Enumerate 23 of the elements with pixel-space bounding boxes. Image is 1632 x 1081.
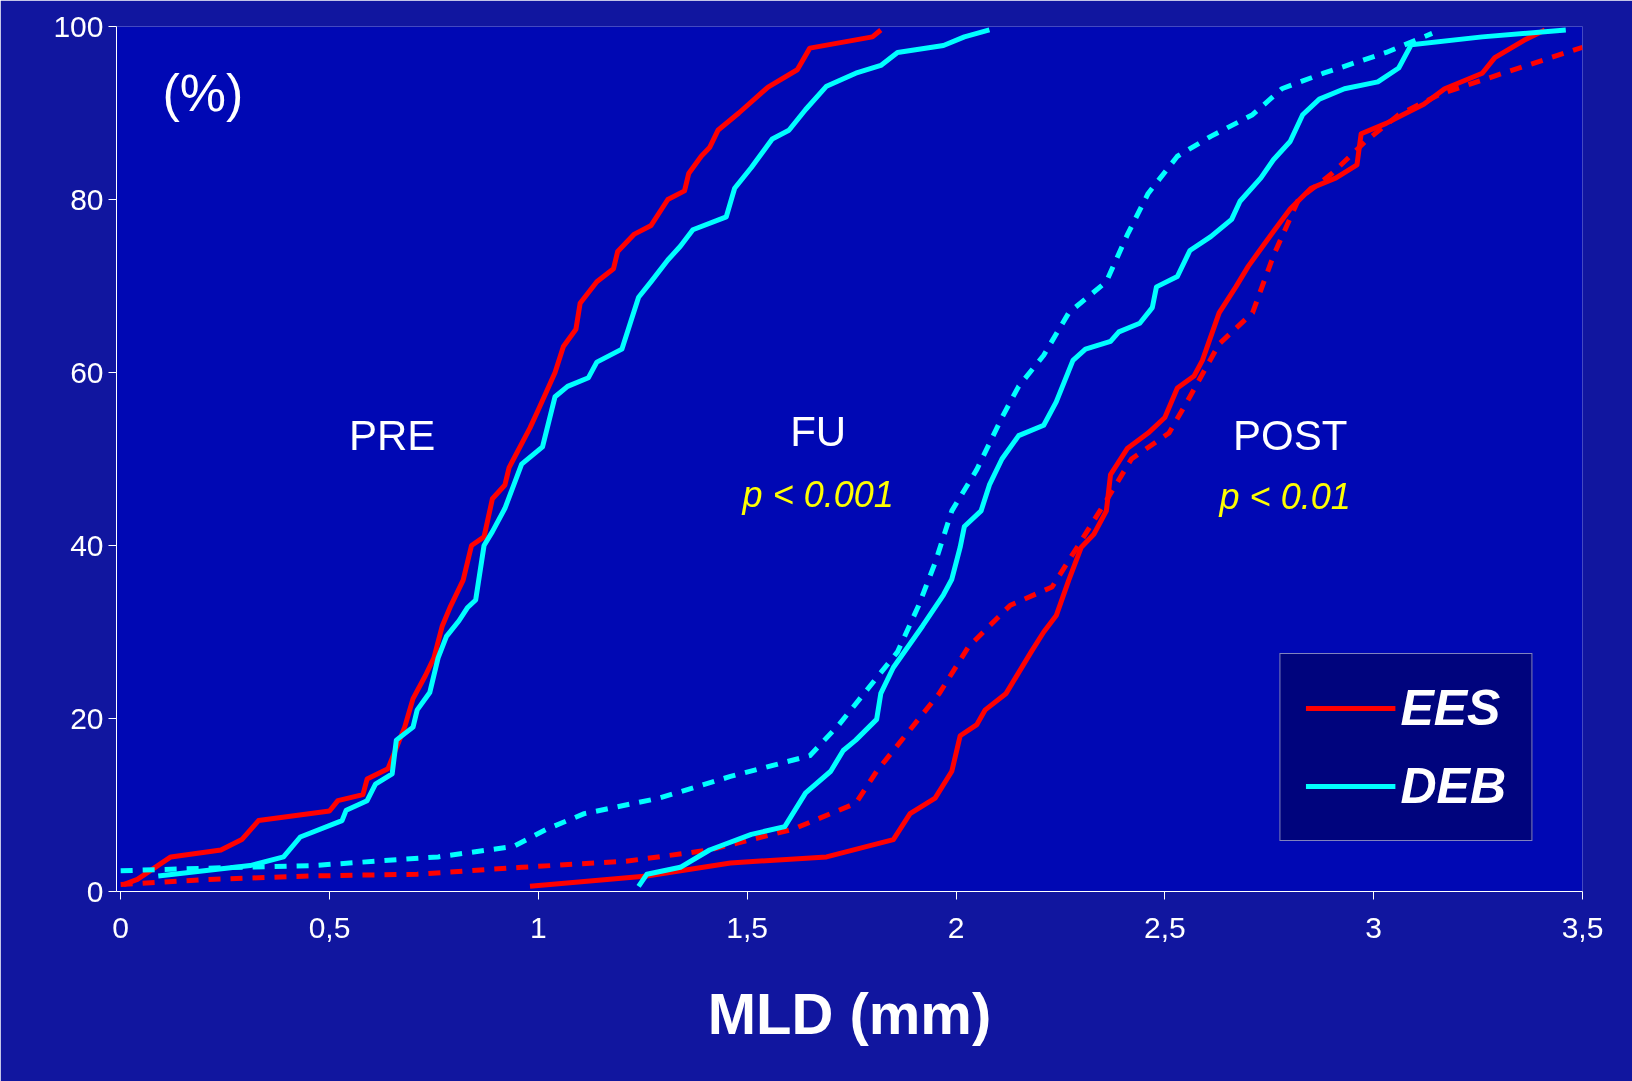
annotation: p < 0.001 [741, 474, 894, 516]
x-tick-label: 2,5 [1143, 910, 1186, 944]
annotation: PRE [348, 412, 436, 459]
x-tick-label: 0 [112, 910, 130, 944]
x-tick-label: 2 [947, 910, 965, 944]
y-tick-label: 60 [70, 355, 104, 389]
y-axis-title: (%) [162, 63, 244, 122]
y-tick-label: 20 [70, 701, 104, 735]
annotation: POST [1232, 412, 1348, 459]
y-tick-label: 40 [70, 528, 104, 562]
x-tick-label: 1,5 [726, 910, 769, 944]
annotation: p < 0.01 [1218, 475, 1351, 517]
y-tick-label: 100 [53, 9, 104, 43]
x-tick-label: 0,5 [308, 910, 351, 944]
y-tick-label: 80 [70, 182, 104, 216]
annotation: FU [790, 407, 847, 455]
x-axis-title: MLD (mm) [707, 980, 992, 1046]
y-tick-label: 0 [86, 874, 104, 908]
x-tick-label: 3 [1365, 910, 1383, 944]
legend-label: EES [1400, 679, 1501, 737]
x-tick-label: 3,5 [1561, 910, 1604, 944]
legend-label: DEB [1400, 757, 1506, 815]
x-tick-label: 1 [530, 910, 547, 944]
